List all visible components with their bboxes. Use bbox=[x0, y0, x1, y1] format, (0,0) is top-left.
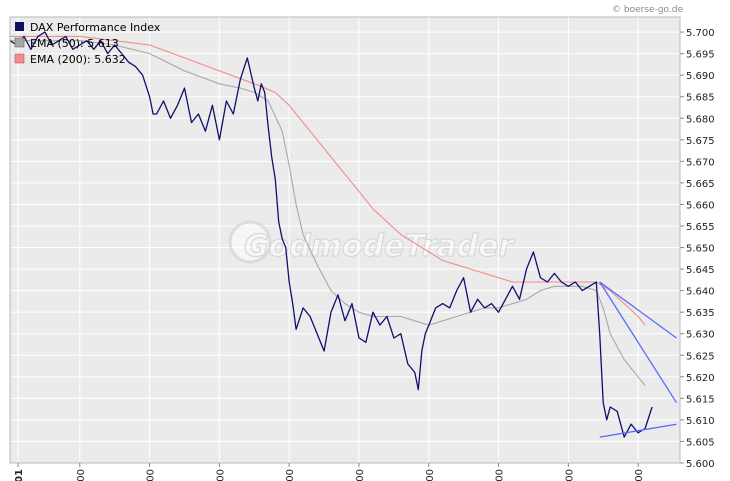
y-tick-label: 5.700 bbox=[686, 28, 715, 39]
legend-item-ema200: EMA (200): 5.632 bbox=[14, 53, 126, 66]
y-tick-label: 5.635 bbox=[686, 308, 715, 319]
watermark-logo-icon bbox=[228, 220, 272, 264]
y-tick-label: 5.645 bbox=[686, 265, 715, 276]
y-tick-label: 5.655 bbox=[686, 222, 715, 233]
watermark-text: GodmodeTrader bbox=[244, 229, 515, 264]
source-credit: © boerse-go.de bbox=[612, 5, 683, 15]
y-tick-label: 5.605 bbox=[686, 437, 715, 448]
y-tick-label: 5.625 bbox=[686, 351, 715, 362]
y-tick-label: 5.615 bbox=[686, 394, 715, 405]
legend-item-price: DAX Performance Index bbox=[15, 21, 161, 34]
x-tick-label: 12:00 bbox=[425, 469, 436, 481]
y-tick-label: 5.660 bbox=[686, 200, 715, 211]
legend-label-ema200: EMA (200): 5.632 bbox=[30, 53, 126, 66]
y-tick-label: 5.680 bbox=[686, 114, 715, 125]
y-tick-label: 5.670 bbox=[686, 157, 715, 168]
watermark: GodmodeTrader bbox=[228, 220, 516, 265]
y-axis: 5.600 5.605 5.610 5.615 5.620 5.625 5.630 5.635… bbox=[680, 28, 715, 470]
y-tick-label: 5.675 bbox=[686, 136, 715, 147]
legend-swatch-price bbox=[15, 22, 24, 31]
x-tick-label: 07:00 bbox=[76, 469, 87, 481]
series-line-ema200 bbox=[10, 35, 646, 326]
series-line-ema50 bbox=[10, 40, 646, 386]
y-tick-label: 5.685 bbox=[686, 93, 715, 104]
trendlines bbox=[599, 281, 678, 438]
trendline bbox=[599, 281, 677, 339]
legend-item-ema50: EMA (50): 5.613 bbox=[14, 37, 119, 50]
legend-label-ema50: EMA (50): 5.613 bbox=[30, 37, 119, 50]
y-tick-label: 5.650 bbox=[686, 244, 715, 255]
x-axis: 06:01 07:00 08:00 09:00 10:00 11:00 12:00 13:00… bbox=[14, 463, 645, 481]
y-tick-label: 5.630 bbox=[686, 330, 715, 341]
y-tick-label: 5.620 bbox=[686, 373, 715, 384]
x-tick-label: 13:00 bbox=[495, 469, 506, 481]
grid bbox=[10, 17, 680, 464]
series-layer bbox=[9, 31, 653, 438]
y-tick-label: 5.665 bbox=[686, 179, 715, 190]
x-tick-label: 10:00 bbox=[285, 469, 296, 481]
trendline bbox=[599, 281, 678, 404]
x-tick-label: 14:00 bbox=[564, 469, 575, 481]
trendline bbox=[599, 423, 677, 438]
y-tick-label: 5.690 bbox=[686, 71, 715, 82]
legend-swatch-ema50 bbox=[14, 37, 25, 48]
y-tick-label: 5.640 bbox=[686, 287, 715, 298]
series-line-price bbox=[9, 31, 653, 438]
legend-swatch-ema200 bbox=[14, 53, 25, 64]
plot-border bbox=[9, 16, 681, 464]
y-tick-label: 5.610 bbox=[686, 416, 715, 427]
x-tick-label: 06:01 bbox=[14, 469, 25, 481]
legend-label-price: DAX Performance Index bbox=[30, 21, 161, 34]
y-tick-label: 5.600 bbox=[686, 459, 715, 470]
x-tick-label: 11:00 bbox=[355, 469, 366, 481]
legend: DAX Performance Index EMA (50): 5.613 EM… bbox=[14, 21, 161, 66]
x-tick-label: 15:00 bbox=[634, 469, 645, 481]
y-tick-label: 5.695 bbox=[686, 50, 715, 61]
x-tick-label: 08:00 bbox=[146, 469, 157, 481]
x-tick-label: 09:00 bbox=[215, 469, 226, 481]
